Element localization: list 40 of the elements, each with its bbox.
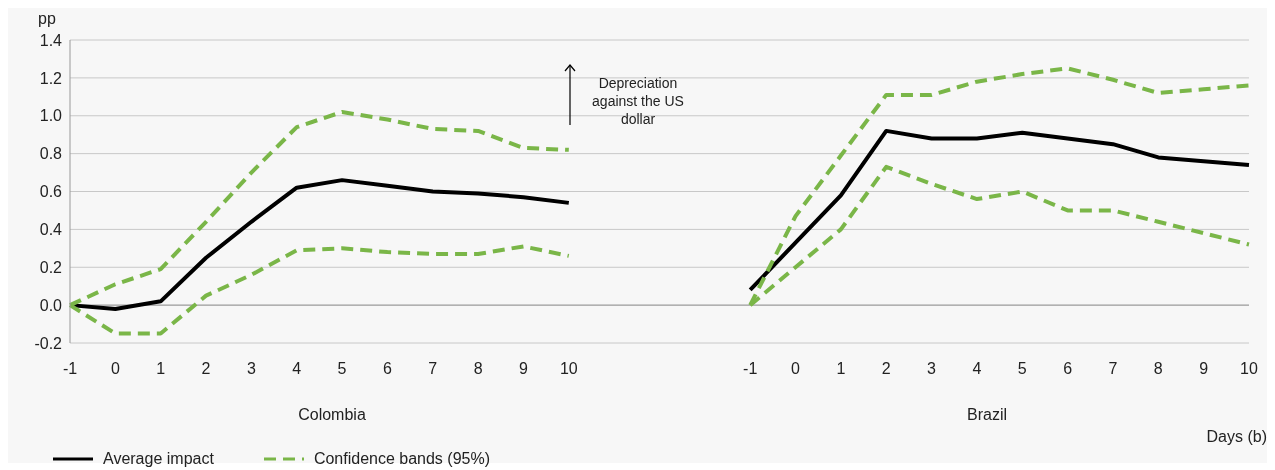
x-tick-label: 2 — [881, 360, 891, 378]
x-tick-label: 5 — [337, 360, 347, 378]
x-tick-label: 3 — [927, 360, 937, 378]
x-tick-label: 4 — [972, 360, 982, 378]
x-tick-label: 1 — [156, 360, 166, 378]
x-tick-label: 0 — [791, 360, 801, 378]
x-tick-label: 9 — [1199, 360, 1209, 378]
x-tick-label: -1 — [62, 360, 78, 378]
y-axis-title: pp — [38, 10, 56, 28]
x-tick-label: 8 — [1153, 360, 1163, 378]
y-tick-label: 1.4 — [39, 31, 63, 49]
x-tick-label: 8 — [473, 360, 483, 378]
x-tick-label: 4 — [292, 360, 302, 378]
x-tick-label: 10 — [1240, 360, 1258, 378]
x-tick-label: -1 — [743, 360, 758, 378]
x-tick-label: 5 — [1017, 360, 1027, 378]
legend-label: Confidence bands (95%) — [313, 450, 490, 468]
legend-label: Average impact — [103, 450, 214, 468]
text: Brazil — [966, 406, 1008, 424]
x-axis-title: Days (b) — [1206, 428, 1267, 446]
x-tick-label: 0 — [110, 360, 120, 378]
y-tick-label: 1.0 — [39, 107, 63, 125]
y-tick-label: 0.4 — [39, 221, 63, 239]
x-tick-label: 2 — [201, 360, 211, 378]
y-tick-label: 0.6 — [39, 183, 63, 201]
y-tick-label: 1.2 — [39, 69, 63, 87]
x-tick-label: 7 — [1108, 360, 1118, 378]
x-tick-label: 7 — [428, 360, 438, 378]
x-tick-label: 10 — [559, 360, 578, 378]
annotation: Depreciation against the US dollar — [591, 74, 685, 128]
x-tick-label: 9 — [519, 360, 529, 378]
y-tick-label: 0.2 — [39, 258, 63, 276]
x-tick-label: 1 — [836, 360, 846, 378]
x-tick-label: 6 — [1063, 360, 1073, 378]
x-tick-label: 6 — [382, 360, 392, 378]
y-tick-label: 0.8 — [39, 145, 63, 163]
y-tick-label: -0.2 — [34, 334, 63, 352]
y-tick-label: 0.0 — [39, 296, 63, 314]
text: Colombia — [297, 406, 367, 424]
x-tick-label: 3 — [246, 360, 256, 378]
